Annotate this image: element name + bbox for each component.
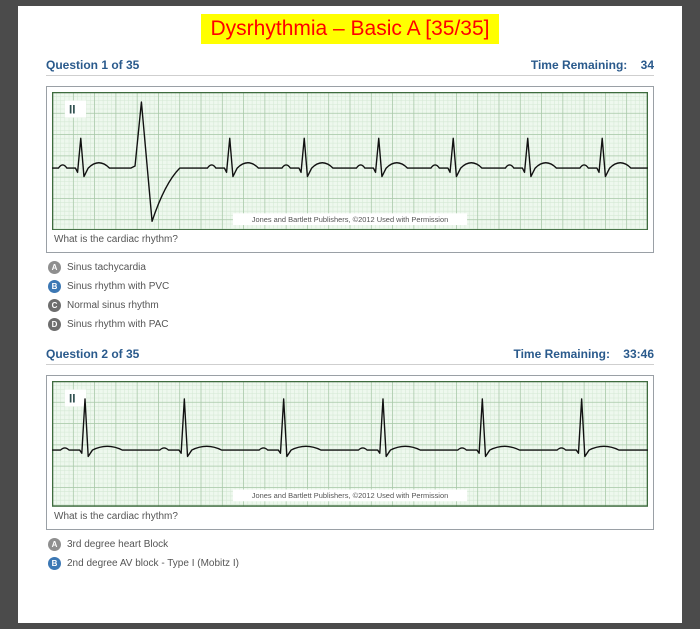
answer-text: Sinus tachycardia xyxy=(67,262,146,273)
answer-text: Sinus rhythm with PAC xyxy=(67,319,169,330)
svg-text:II: II xyxy=(69,103,76,116)
answer-badge-b: B xyxy=(48,280,61,293)
answers-list: A 3rd degree heart Block B 2nd degree AV… xyxy=(48,538,654,570)
time-remaining: Time Remaining: 34 xyxy=(531,58,654,72)
svg-text:Jones and Bartlett Publishers,: Jones and Bartlett Publishers, ©2012 Use… xyxy=(252,491,448,500)
time-remaining-value: 33:46 xyxy=(623,347,654,361)
answer-badge-d: D xyxy=(48,318,61,331)
question-block: Question 1 of 35 Time Remaining: 34 II J… xyxy=(46,58,654,331)
ecg-strip: II Jones and Bartlett Publishers, ©2012 … xyxy=(52,381,648,507)
question-prompt: What is the cardiac rhythm? xyxy=(52,507,648,524)
time-remaining-value: 34 xyxy=(641,58,654,72)
answer-option[interactable]: D Sinus rhythm with PAC xyxy=(48,318,654,331)
page-title: Dysrhythmia – Basic A [35/35] xyxy=(201,14,500,44)
time-remaining-label: Time Remaining: xyxy=(513,347,609,361)
answer-option[interactable]: B Sinus rhythm with PVC xyxy=(48,280,654,293)
question-prompt: What is the cardiac rhythm? xyxy=(52,230,648,247)
question-block: Question 2 of 35 Time Remaining: 33:46 I… xyxy=(46,347,654,570)
answer-option[interactable]: A 3rd degree heart Block xyxy=(48,538,654,551)
separator xyxy=(46,75,654,76)
answer-badge-c: C xyxy=(48,299,61,312)
answer-option[interactable]: B 2nd degree AV block - Type I (Mobitz I… xyxy=(48,557,654,570)
question-number: Question 1 of 35 xyxy=(46,58,139,72)
question-header: Question 1 of 35 Time Remaining: 34 xyxy=(46,58,654,72)
question-number: Question 2 of 35 xyxy=(46,347,139,361)
question-header: Question 2 of 35 Time Remaining: 33:46 xyxy=(46,347,654,361)
answer-text: Sinus rhythm with PVC xyxy=(67,281,169,292)
answer-badge-a: A xyxy=(48,538,61,551)
time-remaining: Time Remaining: 33:46 xyxy=(513,347,654,361)
answer-option[interactable]: A Sinus tachycardia xyxy=(48,261,654,274)
svg-text:II: II xyxy=(69,393,76,406)
ecg-frame: II Jones and Bartlett Publishers, ©2012 … xyxy=(46,375,654,530)
svg-text:Jones and Bartlett Publishers,: Jones and Bartlett Publishers, ©2012 Use… xyxy=(252,215,448,224)
time-remaining-label: Time Remaining: xyxy=(531,58,627,72)
title-container: Dysrhythmia – Basic A [35/35] xyxy=(46,14,654,44)
answers-list: A Sinus tachycardia B Sinus rhythm with … xyxy=(48,261,654,331)
ecg-frame: II Jones and Bartlett Publishers, ©2012 … xyxy=(46,86,654,253)
answer-option[interactable]: C Normal sinus rhythm xyxy=(48,299,654,312)
ecg-strip: II Jones and Bartlett Publishers, ©2012 … xyxy=(52,92,648,230)
answer-text: 2nd degree AV block - Type I (Mobitz I) xyxy=(67,558,239,569)
answer-badge-b: B xyxy=(48,557,61,570)
answer-text: 3rd degree heart Block xyxy=(67,539,168,550)
separator xyxy=(46,364,654,365)
answer-badge-a: A xyxy=(48,261,61,274)
page: Dysrhythmia – Basic A [35/35] Question 1… xyxy=(18,6,682,623)
answer-text: Normal sinus rhythm xyxy=(67,300,159,311)
